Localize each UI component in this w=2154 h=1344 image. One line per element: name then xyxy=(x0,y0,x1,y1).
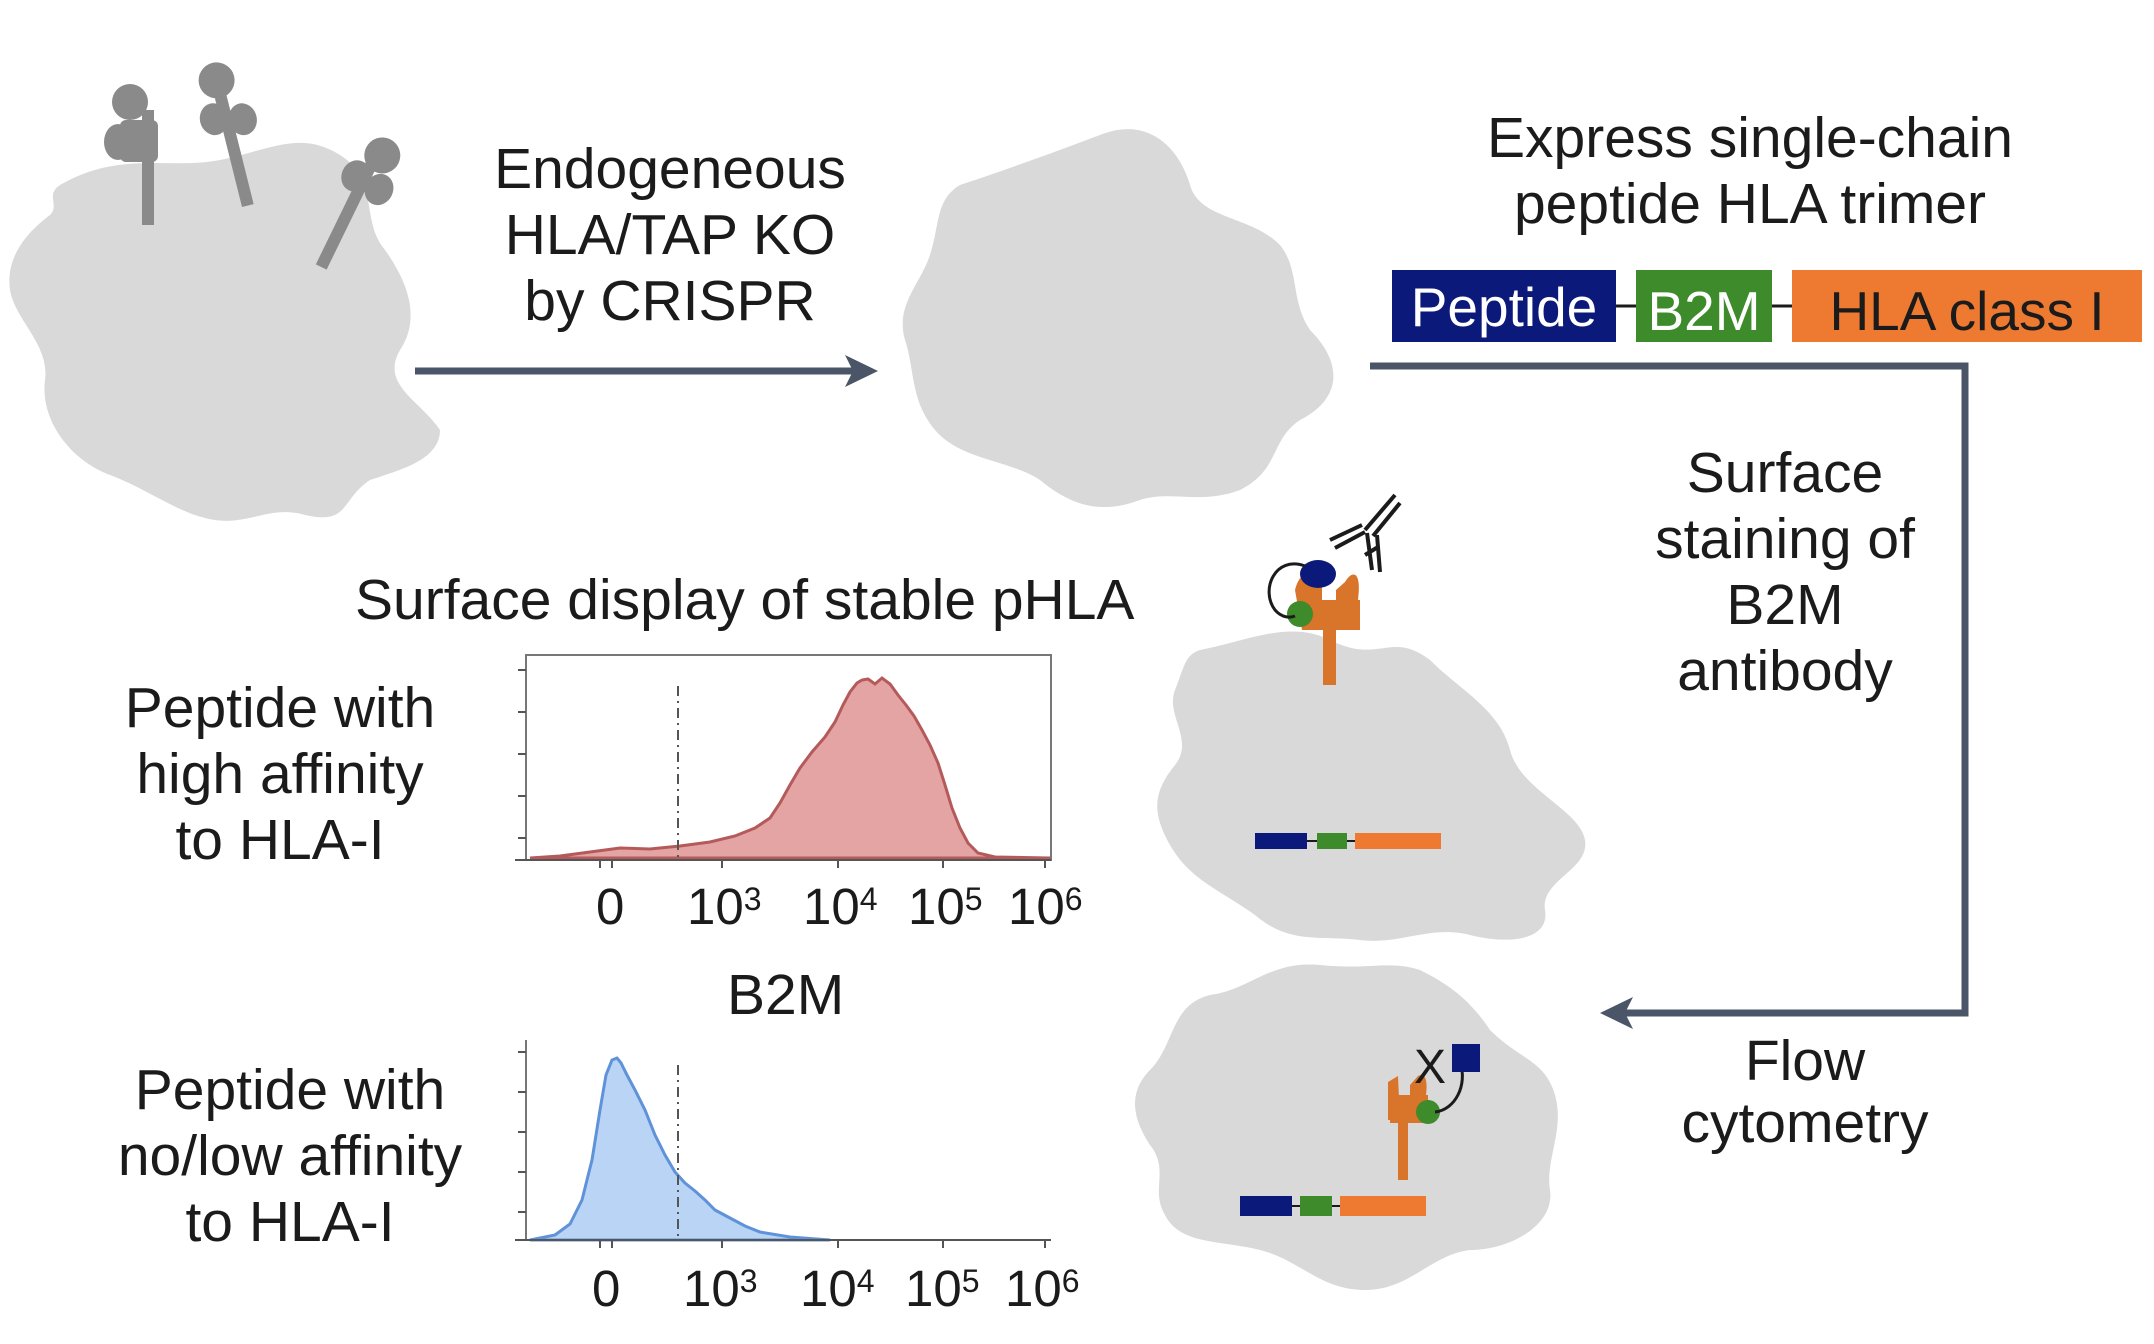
construct-hla-box xyxy=(1792,270,2142,342)
histogram-low-area xyxy=(529,1056,831,1242)
step1-line: Endogeneous xyxy=(494,137,846,201)
histogram-high xyxy=(515,654,1052,868)
hla-complex-icon xyxy=(1267,560,1360,685)
construct-bar xyxy=(1392,270,2142,342)
tick-label: 104 xyxy=(803,880,878,934)
unstable-cell: X xyxy=(1135,964,1558,1290)
histogram-low-yticks xyxy=(518,1051,526,1213)
step3-label: Surface staining of B2M antibody xyxy=(1610,440,1960,704)
low-affinity-line: Peptide with xyxy=(134,1058,446,1122)
parent-cell xyxy=(9,62,440,521)
tick-label: 105 xyxy=(905,1262,980,1316)
step1-line: HLA/TAP KO xyxy=(504,203,836,267)
low-affinity-line: no/low affinity xyxy=(117,1124,463,1188)
tick-label: 106 xyxy=(1008,880,1083,934)
step3-line: B2M xyxy=(1726,573,1844,637)
tick-base: 10 xyxy=(800,1260,857,1317)
receptor-icon xyxy=(198,62,257,208)
step2-line: Express single-chain xyxy=(1487,106,2013,170)
step1-line: by CRISPR xyxy=(524,269,816,333)
histogram-high-area xyxy=(529,676,1051,860)
tick-base: 10 xyxy=(683,1260,740,1317)
arrow-step1 xyxy=(415,355,878,387)
x-axis-title: B2M xyxy=(727,963,845,1027)
construct-gene-icon xyxy=(1240,1196,1426,1216)
receptor-icon xyxy=(315,137,401,270)
tick-exponent: 5 xyxy=(961,1263,980,1299)
high-affinity-line: to HLA-I xyxy=(175,808,385,872)
receptor-icon xyxy=(104,84,158,225)
peptide-icon xyxy=(1300,560,1336,588)
tick-base: 10 xyxy=(803,878,860,935)
stained-cell xyxy=(1157,493,1586,941)
step3-line: staining of xyxy=(1655,507,1915,571)
tick-label: 104 xyxy=(800,1262,875,1316)
high-affinity-line: high affinity xyxy=(136,742,424,806)
histogram-high-yticks xyxy=(518,669,526,839)
tick-label: 106 xyxy=(1005,1262,1080,1316)
step4-line: Flow xyxy=(1744,1029,1866,1093)
construct-hla-label: HLA class I xyxy=(1829,280,2105,342)
tick-exponent: 6 xyxy=(1061,1263,1080,1299)
low-affinity-label: Peptide with no/low affinity to HLA-I xyxy=(90,1057,490,1255)
tick-base: 0 xyxy=(596,878,625,935)
tick-label: 103 xyxy=(687,880,762,934)
tick-exponent: 4 xyxy=(856,1263,875,1299)
tick-base: 10 xyxy=(905,1260,962,1317)
unstable-cell-body xyxy=(1135,964,1558,1290)
step4-line: cytometry xyxy=(1681,1091,1929,1155)
antibody-icon xyxy=(1329,493,1402,573)
step2-label: Express single-chain peptide HLA trimer xyxy=(1440,105,2060,237)
ko-cell xyxy=(902,129,1334,508)
stained-cell-body xyxy=(1157,631,1586,941)
tick-base: 0 xyxy=(592,1260,621,1317)
construct-gene-icon xyxy=(1255,833,1441,849)
arrow-route xyxy=(1370,362,1969,1029)
tick-base: 10 xyxy=(1008,878,1065,935)
step1-label: Endogeneous HLA/TAP KO by CRISPR xyxy=(470,136,870,334)
tick-label: 0 xyxy=(592,1262,620,1316)
tick-base: 10 xyxy=(908,878,965,935)
tick-exponent: 6 xyxy=(1064,881,1083,917)
step2-line: peptide HLA trimer xyxy=(1513,172,1987,236)
step3-line: antibody xyxy=(1677,639,1893,703)
b2m-icon xyxy=(1287,601,1313,627)
construct-peptide-box xyxy=(1392,270,1616,342)
blocked-marker: X xyxy=(1414,1041,1446,1094)
b2m-icon xyxy=(1416,1100,1440,1124)
high-affinity-line: Peptide with xyxy=(124,676,436,740)
histogram-low-xticks xyxy=(515,1239,1051,1248)
tick-label: 103 xyxy=(683,1262,758,1316)
histogram-low xyxy=(515,1040,1051,1248)
tick-base: 10 xyxy=(1005,1260,1062,1317)
panel-title: Surface display of stable pHLA xyxy=(355,568,1135,632)
tick-exponent: 3 xyxy=(739,1263,758,1299)
step4-label: Flow cytometry xyxy=(1630,1030,1980,1154)
empty-hla-icon xyxy=(1388,1044,1480,1180)
free-peptide-icon xyxy=(1452,1044,1480,1072)
tick-exponent: 4 xyxy=(859,881,878,917)
step3-line: Surface xyxy=(1686,441,1884,505)
tick-label: 105 xyxy=(908,880,983,934)
tick-exponent: 3 xyxy=(743,881,762,917)
histogram-high-xticks xyxy=(515,859,1051,868)
tick-exponent: 5 xyxy=(964,881,983,917)
construct-peptide-label: Peptide xyxy=(1410,276,1598,338)
construct-b2m-label: B2M xyxy=(1647,280,1761,342)
construct-b2m-box xyxy=(1636,270,1772,342)
low-affinity-line: to HLA-I xyxy=(185,1190,395,1254)
tick-base: 10 xyxy=(687,878,744,935)
high-affinity-label: Peptide with high affinity to HLA-I xyxy=(90,675,470,873)
tick-label: 0 xyxy=(596,880,624,934)
